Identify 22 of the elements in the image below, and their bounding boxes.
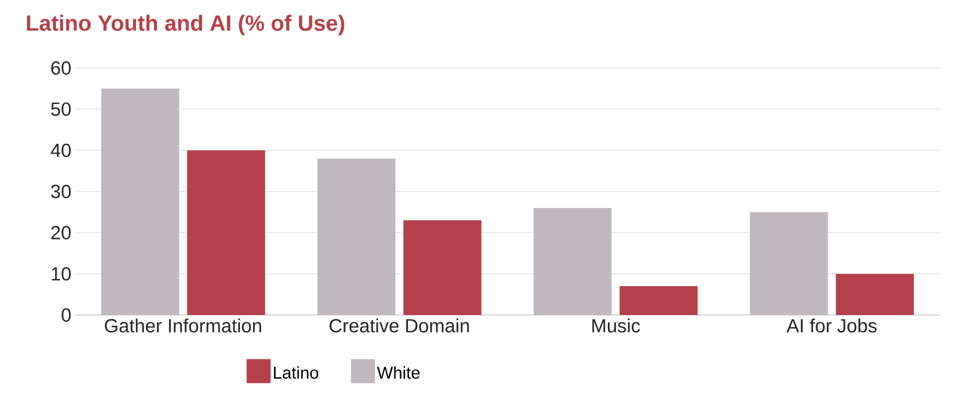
bar — [534, 208, 612, 315]
y-tick-label: 10 — [52, 267, 71, 281]
y-tick-label: 30 — [51, 184, 71, 198]
y-tick-label: 0 — [62, 308, 71, 322]
y-tick-label: 60 — [51, 61, 71, 75]
x-tick-label: Music — [592, 318, 640, 332]
bar — [403, 220, 482, 315]
chart-title: Latino Youth and AI (% of Use) — [27, 14, 344, 36]
y-tick-label: 20 — [51, 226, 71, 240]
bar — [317, 158, 396, 315]
bar — [101, 88, 180, 315]
bar — [836, 274, 914, 315]
x-tick-label: AI for Jobs — [786, 318, 877, 332]
bar — [187, 150, 266, 315]
y-tick-label: 50 — [51, 102, 71, 116]
x-tick-label: Gather Information — [104, 318, 262, 332]
bar — [750, 212, 828, 315]
bar — [620, 286, 698, 315]
x-tick-label: Creative Domain — [330, 318, 469, 332]
legend-label: White — [377, 366, 420, 379]
y-tick-label: 40 — [50, 144, 71, 158]
legend-label: Latino — [274, 366, 318, 379]
